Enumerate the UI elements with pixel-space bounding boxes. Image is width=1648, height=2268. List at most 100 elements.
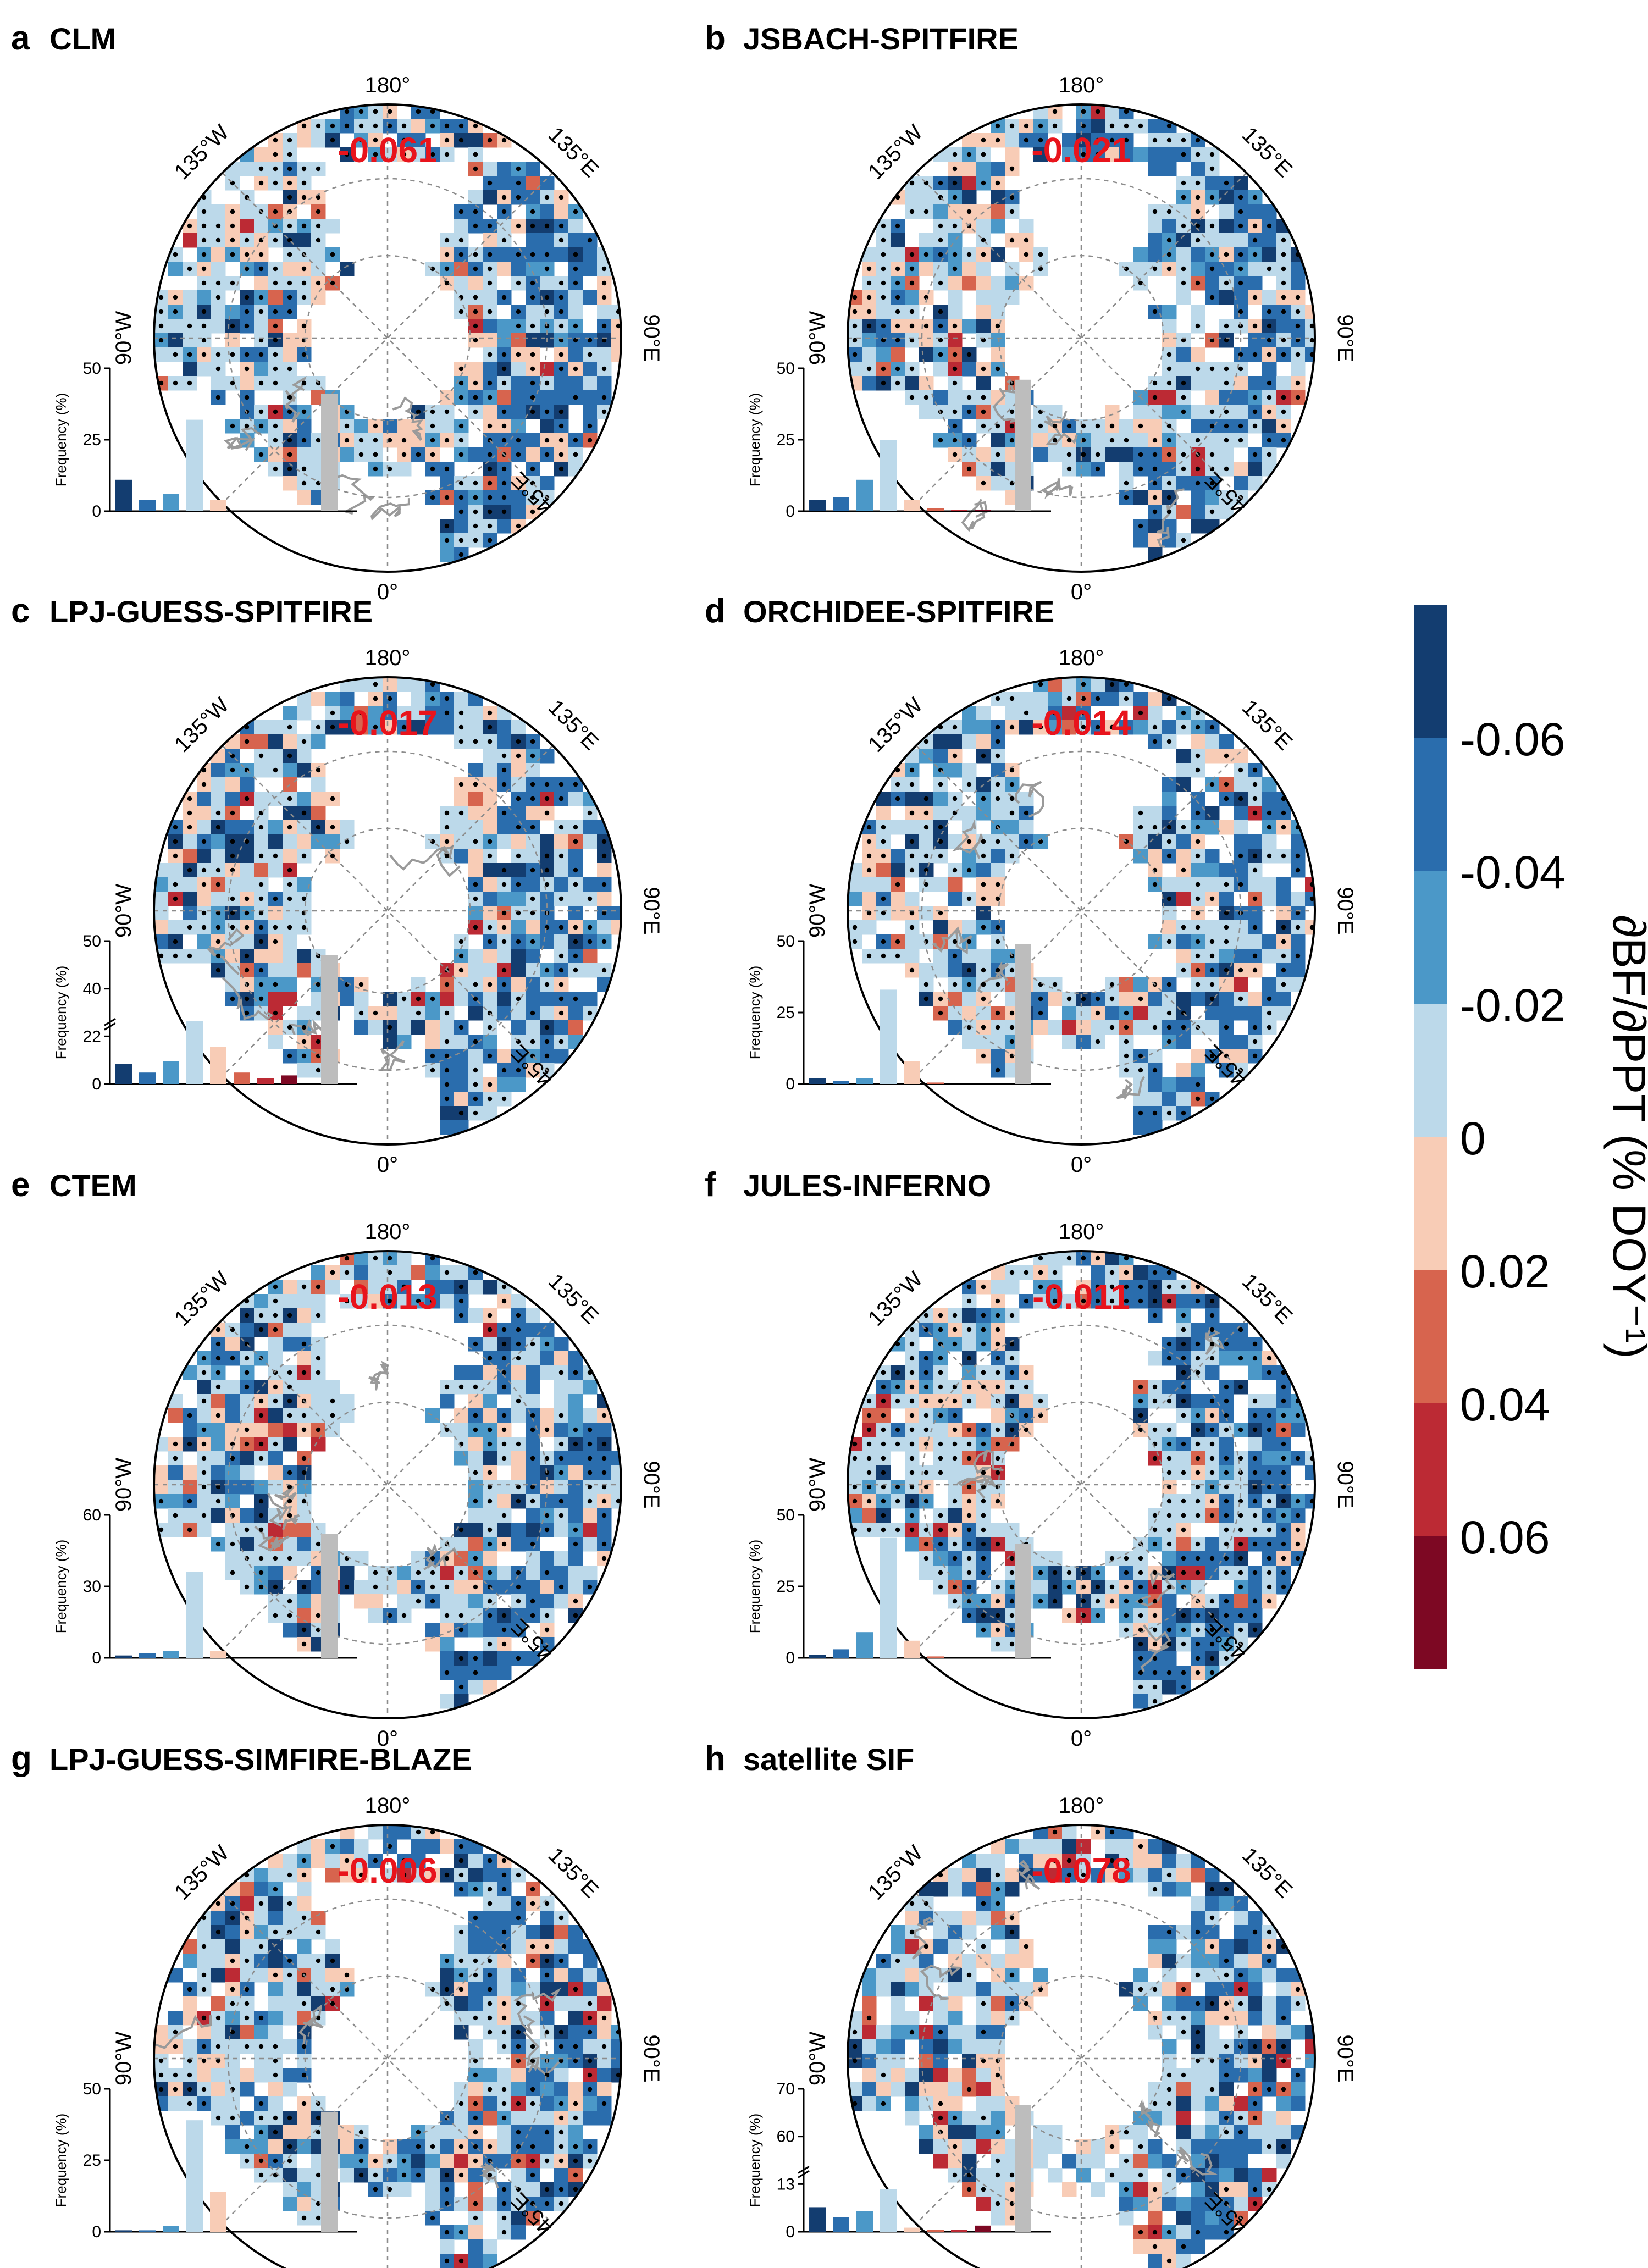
histogram-ytick: 50 bbox=[83, 2080, 101, 2098]
polar-map bbox=[154, 1251, 621, 1718]
panel-title: LPJ-GUESS-SPITFIRE bbox=[49, 594, 373, 629]
histogram-ytick: 0 bbox=[786, 1649, 795, 1667]
map-boundary bbox=[847, 103, 1316, 573]
colorbar-segment bbox=[1414, 871, 1447, 1004]
panel-letter: g bbox=[11, 1740, 32, 1778]
histogram: Frequency (%) 0 25 50 bbox=[746, 1506, 1051, 1667]
colorbar-tick: -0.06 bbox=[1460, 713, 1565, 765]
lon-label-90e: 90°E bbox=[1333, 887, 1357, 934]
map-boundary bbox=[153, 1250, 622, 1719]
histogram-bar bbox=[139, 1653, 156, 1658]
polar-map bbox=[848, 1825, 1315, 2268]
histogram-bar bbox=[139, 500, 156, 511]
histogram: Frequency (%) 0 25 50 bbox=[53, 2080, 357, 2241]
polar-map bbox=[154, 1825, 621, 2268]
polar-map bbox=[848, 1251, 1315, 1718]
histogram-bar bbox=[809, 500, 826, 511]
polar-map bbox=[848, 677, 1315, 1144]
histogram-bar bbox=[186, 1572, 203, 1658]
histogram-ytick: 25 bbox=[777, 1578, 795, 1596]
histogram-ytick: 50 bbox=[777, 1506, 795, 1524]
histogram-ytick: 0 bbox=[786, 1075, 795, 1093]
histogram-ytick: 25 bbox=[777, 431, 795, 449]
lon-label-0: 0° bbox=[377, 1727, 398, 1751]
histogram-bar bbox=[163, 1061, 179, 1084]
histogram-bar bbox=[833, 497, 849, 511]
mean-sensitivity-value: -0.014 bbox=[1031, 703, 1131, 743]
histogram-ytick: 0 bbox=[786, 2223, 795, 2241]
histogram-bar bbox=[115, 1064, 132, 1084]
colorbar-segment bbox=[1414, 605, 1447, 738]
histogram-bar bbox=[115, 2230, 132, 2232]
histogram-bar bbox=[856, 1078, 873, 1084]
lon-label-180: 180° bbox=[1059, 646, 1104, 670]
panel-g: gLPJ-GUESS-SIMFIRE-BLAZE180°0°90°W90°E13… bbox=[11, 1740, 663, 2268]
mean-sensitivity-value: -0.011 bbox=[1032, 1277, 1130, 1316]
histogram-gray-bar bbox=[1015, 944, 1031, 1084]
panel-title: ORCHIDEE-SPITFIRE bbox=[743, 594, 1054, 629]
colorbar-tick: -0.02 bbox=[1460, 980, 1565, 1031]
lon-label-0: 0° bbox=[377, 580, 398, 604]
histogram-bar bbox=[281, 1075, 297, 1084]
lon-label-180: 180° bbox=[1059, 73, 1104, 97]
panel-title: LPJ-GUESS-SIMFIRE-BLAZE bbox=[49, 1742, 472, 1777]
lon-label-90e: 90°E bbox=[639, 1461, 663, 1508]
lon-label-180: 180° bbox=[1059, 1794, 1104, 1818]
histogram-bar bbox=[186, 2120, 203, 2232]
histogram-bar bbox=[163, 2226, 179, 2232]
histogram-bar bbox=[210, 1047, 226, 1084]
histogram-bar bbox=[975, 510, 991, 511]
mean-sensitivity-value: -0.078 bbox=[1031, 1851, 1131, 1890]
lon-label-180: 180° bbox=[365, 1220, 411, 1244]
histogram-bar bbox=[186, 419, 203, 511]
histogram-bar bbox=[856, 1632, 873, 1658]
histogram-bar bbox=[210, 2192, 226, 2232]
histogram-ylabel: Frequency (%) bbox=[53, 393, 69, 487]
lon-label-90w: 90°W bbox=[805, 884, 829, 938]
map-boundary bbox=[153, 676, 622, 1146]
histogram-bar bbox=[833, 2217, 849, 2232]
histogram-ylabel: Frequency (%) bbox=[746, 2114, 763, 2208]
histogram-bar bbox=[234, 1072, 250, 1084]
histogram-ytick: 70 bbox=[777, 2080, 795, 2098]
map-boundary bbox=[847, 1250, 1316, 1719]
histogram-bar bbox=[186, 1021, 203, 1084]
histogram-bar bbox=[856, 479, 873, 511]
histogram-ytick: 0 bbox=[92, 1075, 101, 1093]
lon-label-90w: 90°W bbox=[805, 311, 829, 365]
lon-label-90w: 90°W bbox=[112, 1458, 136, 1512]
lon-label-90e: 90°E bbox=[639, 887, 663, 934]
histogram-bar bbox=[951, 510, 967, 511]
panel-letter: h bbox=[705, 1740, 726, 1778]
histogram-bar bbox=[904, 1640, 920, 1658]
lon-label-90w: 90°W bbox=[112, 884, 136, 938]
histogram-bar bbox=[927, 1656, 944, 1658]
panel-letter: b bbox=[705, 19, 726, 57]
histogram-ytick: 30 bbox=[83, 1578, 101, 1596]
histogram-ytick: 0 bbox=[786, 502, 795, 521]
polar-map bbox=[154, 677, 621, 1144]
colorbar-segment bbox=[1414, 1137, 1447, 1270]
lon-label-90e: 90°E bbox=[639, 314, 663, 362]
histogram-ylabel: Frequency (%) bbox=[746, 393, 763, 487]
histogram-bar bbox=[210, 500, 226, 511]
histogram-bar bbox=[880, 989, 897, 1084]
histogram-bar bbox=[115, 479, 132, 511]
histogram-bar bbox=[904, 500, 920, 511]
lon-label-90w: 90°W bbox=[112, 311, 136, 365]
lon-label-0: 0° bbox=[1071, 580, 1092, 604]
histogram-ytick: 40 bbox=[83, 980, 101, 998]
panel-title: CTEM bbox=[49, 1168, 137, 1203]
mean-sensitivity-value: -0.061 bbox=[338, 130, 437, 170]
lon-label-180: 180° bbox=[365, 646, 411, 670]
mean-sensitivity-value: -0.006 bbox=[338, 1851, 437, 1890]
histogram-bar bbox=[115, 1655, 132, 1658]
panel-letter: e bbox=[11, 1166, 30, 1204]
lon-label-180: 180° bbox=[365, 1794, 411, 1818]
histogram-ytick: 60 bbox=[777, 2128, 795, 2146]
